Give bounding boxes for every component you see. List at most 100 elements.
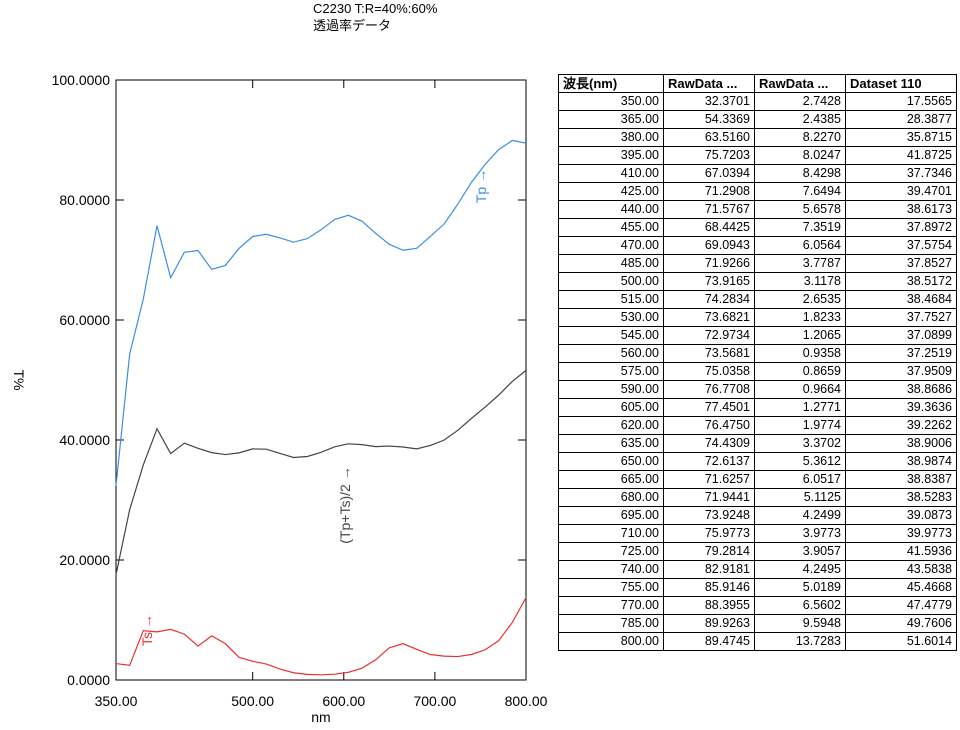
table-cell: 35.8715 <box>845 128 957 147</box>
table-cell: 1.9774 <box>754 416 846 435</box>
table-row: 785.00 89.9263 9.5948 49.7606 <box>558 614 957 633</box>
table-cell: 45.4668 <box>845 578 957 597</box>
table-cell: 73.9165 <box>663 272 755 291</box>
table-cell: 485.00 <box>558 254 664 273</box>
table-cell: 38.5283 <box>845 488 957 507</box>
table-row: 755.00 85.9146 5.0189 45.4668 <box>558 578 957 597</box>
table-row: 575.00 75.0358 0.8659 37.9509 <box>558 362 957 381</box>
table-row: 545.00 72.9734 1.2065 37.0899 <box>558 326 957 345</box>
table-cell: 5.1125 <box>754 488 846 507</box>
annotation: Tp → <box>473 169 489 203</box>
table-cell: 5.0189 <box>754 578 846 597</box>
table-cell: 71.9266 <box>663 254 755 273</box>
table-cell: 605.00 <box>558 398 664 417</box>
y-tick-label: 0.0000 <box>67 672 110 688</box>
table-cell: 755.00 <box>558 578 664 597</box>
table-cell: 71.9441 <box>663 488 755 507</box>
table-cell: 725.00 <box>558 542 664 561</box>
table-cell: 73.9248 <box>663 506 755 525</box>
table-cell: 3.1178 <box>754 272 846 291</box>
table-cell: 63.5160 <box>663 128 755 147</box>
table-cell: 620.00 <box>558 416 664 435</box>
table-cell: 76.4750 <box>663 416 755 435</box>
table-cell: 37.7527 <box>845 308 957 327</box>
table-row: 515.00 74.2834 2.6535 38.4684 <box>558 290 957 309</box>
table-cell: 71.6257 <box>663 470 755 489</box>
data-table: 波長(nm) RawData ... RawData ... Dataset 110 3… <box>558 74 957 651</box>
table-cell: 39.4701 <box>845 182 957 201</box>
table-cell: 75.0358 <box>663 362 755 381</box>
table-cell: 37.0899 <box>845 326 957 345</box>
table-cell: 74.2834 <box>663 290 755 309</box>
table-cell: 5.3612 <box>754 452 846 471</box>
table-row: 530.00 73.6821 1.8233 37.7527 <box>558 308 957 327</box>
table-row: 560.00 73.5681 0.9358 37.2519 <box>558 344 957 363</box>
table-cell: 38.8387 <box>845 470 957 489</box>
table-cell: 37.7346 <box>845 164 957 183</box>
table-cell: 38.4684 <box>845 290 957 309</box>
table-cell: 73.5681 <box>663 344 755 363</box>
table-cell: 770.00 <box>558 596 664 615</box>
y-axis-label: T% <box>11 370 27 391</box>
x-tick-label: 350.00 <box>95 693 138 709</box>
table-cell: 71.2908 <box>663 182 755 201</box>
table-row: 710.00 75.9773 3.9773 39.9773 <box>558 524 957 543</box>
x-tick-label: 600.00 <box>322 693 365 709</box>
table-cell: 0.9664 <box>754 380 846 399</box>
table-cell: 2.7428 <box>754 92 846 111</box>
table-cell: 88.3955 <box>663 596 755 615</box>
annotation: Ts → <box>139 614 155 646</box>
y-tick-label: 100.0000 <box>52 72 111 88</box>
table-row: 695.00 73.9248 4.2499 39.0873 <box>558 506 957 525</box>
table-cell: 350.00 <box>558 92 664 111</box>
table-cell: 530.00 <box>558 308 664 327</box>
table-cell: 37.8972 <box>845 218 957 237</box>
table-cell: 73.6821 <box>663 308 755 327</box>
table-cell: 51.6014 <box>845 632 957 651</box>
table-row: 800.00 89.4745 13.7283 51.6014 <box>558 632 957 651</box>
table-cell: 470.00 <box>558 236 664 255</box>
table-cell: 75.9773 <box>663 524 755 543</box>
table-cell: 0.9358 <box>754 344 846 363</box>
table-cell: 395.00 <box>558 146 664 165</box>
table-cell: 4.2495 <box>754 560 846 579</box>
y-tick-label: 60.0000 <box>59 312 110 328</box>
chart-subtitle: 透過率データ <box>313 18 391 33</box>
table-cell: 575.00 <box>558 362 664 381</box>
table-row: 680.00 71.9441 5.1125 38.5283 <box>558 488 957 507</box>
table-cell: 85.9146 <box>663 578 755 597</box>
table-cell: 38.6173 <box>845 200 957 219</box>
table-cell: 39.0873 <box>845 506 957 525</box>
y-tick-label: 40.0000 <box>59 432 110 448</box>
table-cell: 500.00 <box>558 272 664 291</box>
table-cell: 74.4309 <box>663 434 755 453</box>
table-row: 395.00 75.7203 8.0247 41.8725 <box>558 146 957 165</box>
table-cell: 8.0247 <box>754 146 846 165</box>
table-cell: 680.00 <box>558 488 664 507</box>
table-cell: 38.9006 <box>845 434 957 453</box>
table-row: 590.00 76.7708 0.9664 38.8686 <box>558 380 957 399</box>
chart-title: C2230 T:R=40%:60% <box>313 1 438 16</box>
table-cell: 7.3519 <box>754 218 846 237</box>
table-cell: 38.8686 <box>845 380 957 399</box>
table-row: 650.00 72.6137 5.3612 38.9874 <box>558 452 957 471</box>
table-row: 500.00 73.9165 3.1178 38.5172 <box>558 272 957 291</box>
table-cell: 0.8659 <box>754 362 846 381</box>
table-cell: 39.3636 <box>845 398 957 417</box>
table-row: 740.00 82.9181 4.2495 43.5838 <box>558 560 957 579</box>
table-cell: 43.5838 <box>845 560 957 579</box>
header-cell: Dataset 110 <box>845 74 957 93</box>
table-row: 410.00 67.0394 8.4298 37.7346 <box>558 164 957 183</box>
table-cell: 740.00 <box>558 560 664 579</box>
table-row: 620.00 76.4750 1.9774 39.2262 <box>558 416 957 435</box>
table-row: 635.00 74.4309 3.3702 38.9006 <box>558 434 957 453</box>
annotation: (Tp+Ts)/2 → <box>337 466 353 543</box>
table-row: 605.00 77.4501 1.2771 39.3636 <box>558 398 957 417</box>
table-cell: 8.4298 <box>754 164 846 183</box>
x-tick-label: 700.00 <box>413 693 456 709</box>
table-cell: 2.6535 <box>754 290 846 309</box>
table-cell: 515.00 <box>558 290 664 309</box>
table-row: 350.00 32.3701 2.7428 17.5565 <box>558 92 957 111</box>
table-cell: 41.5936 <box>845 542 957 561</box>
